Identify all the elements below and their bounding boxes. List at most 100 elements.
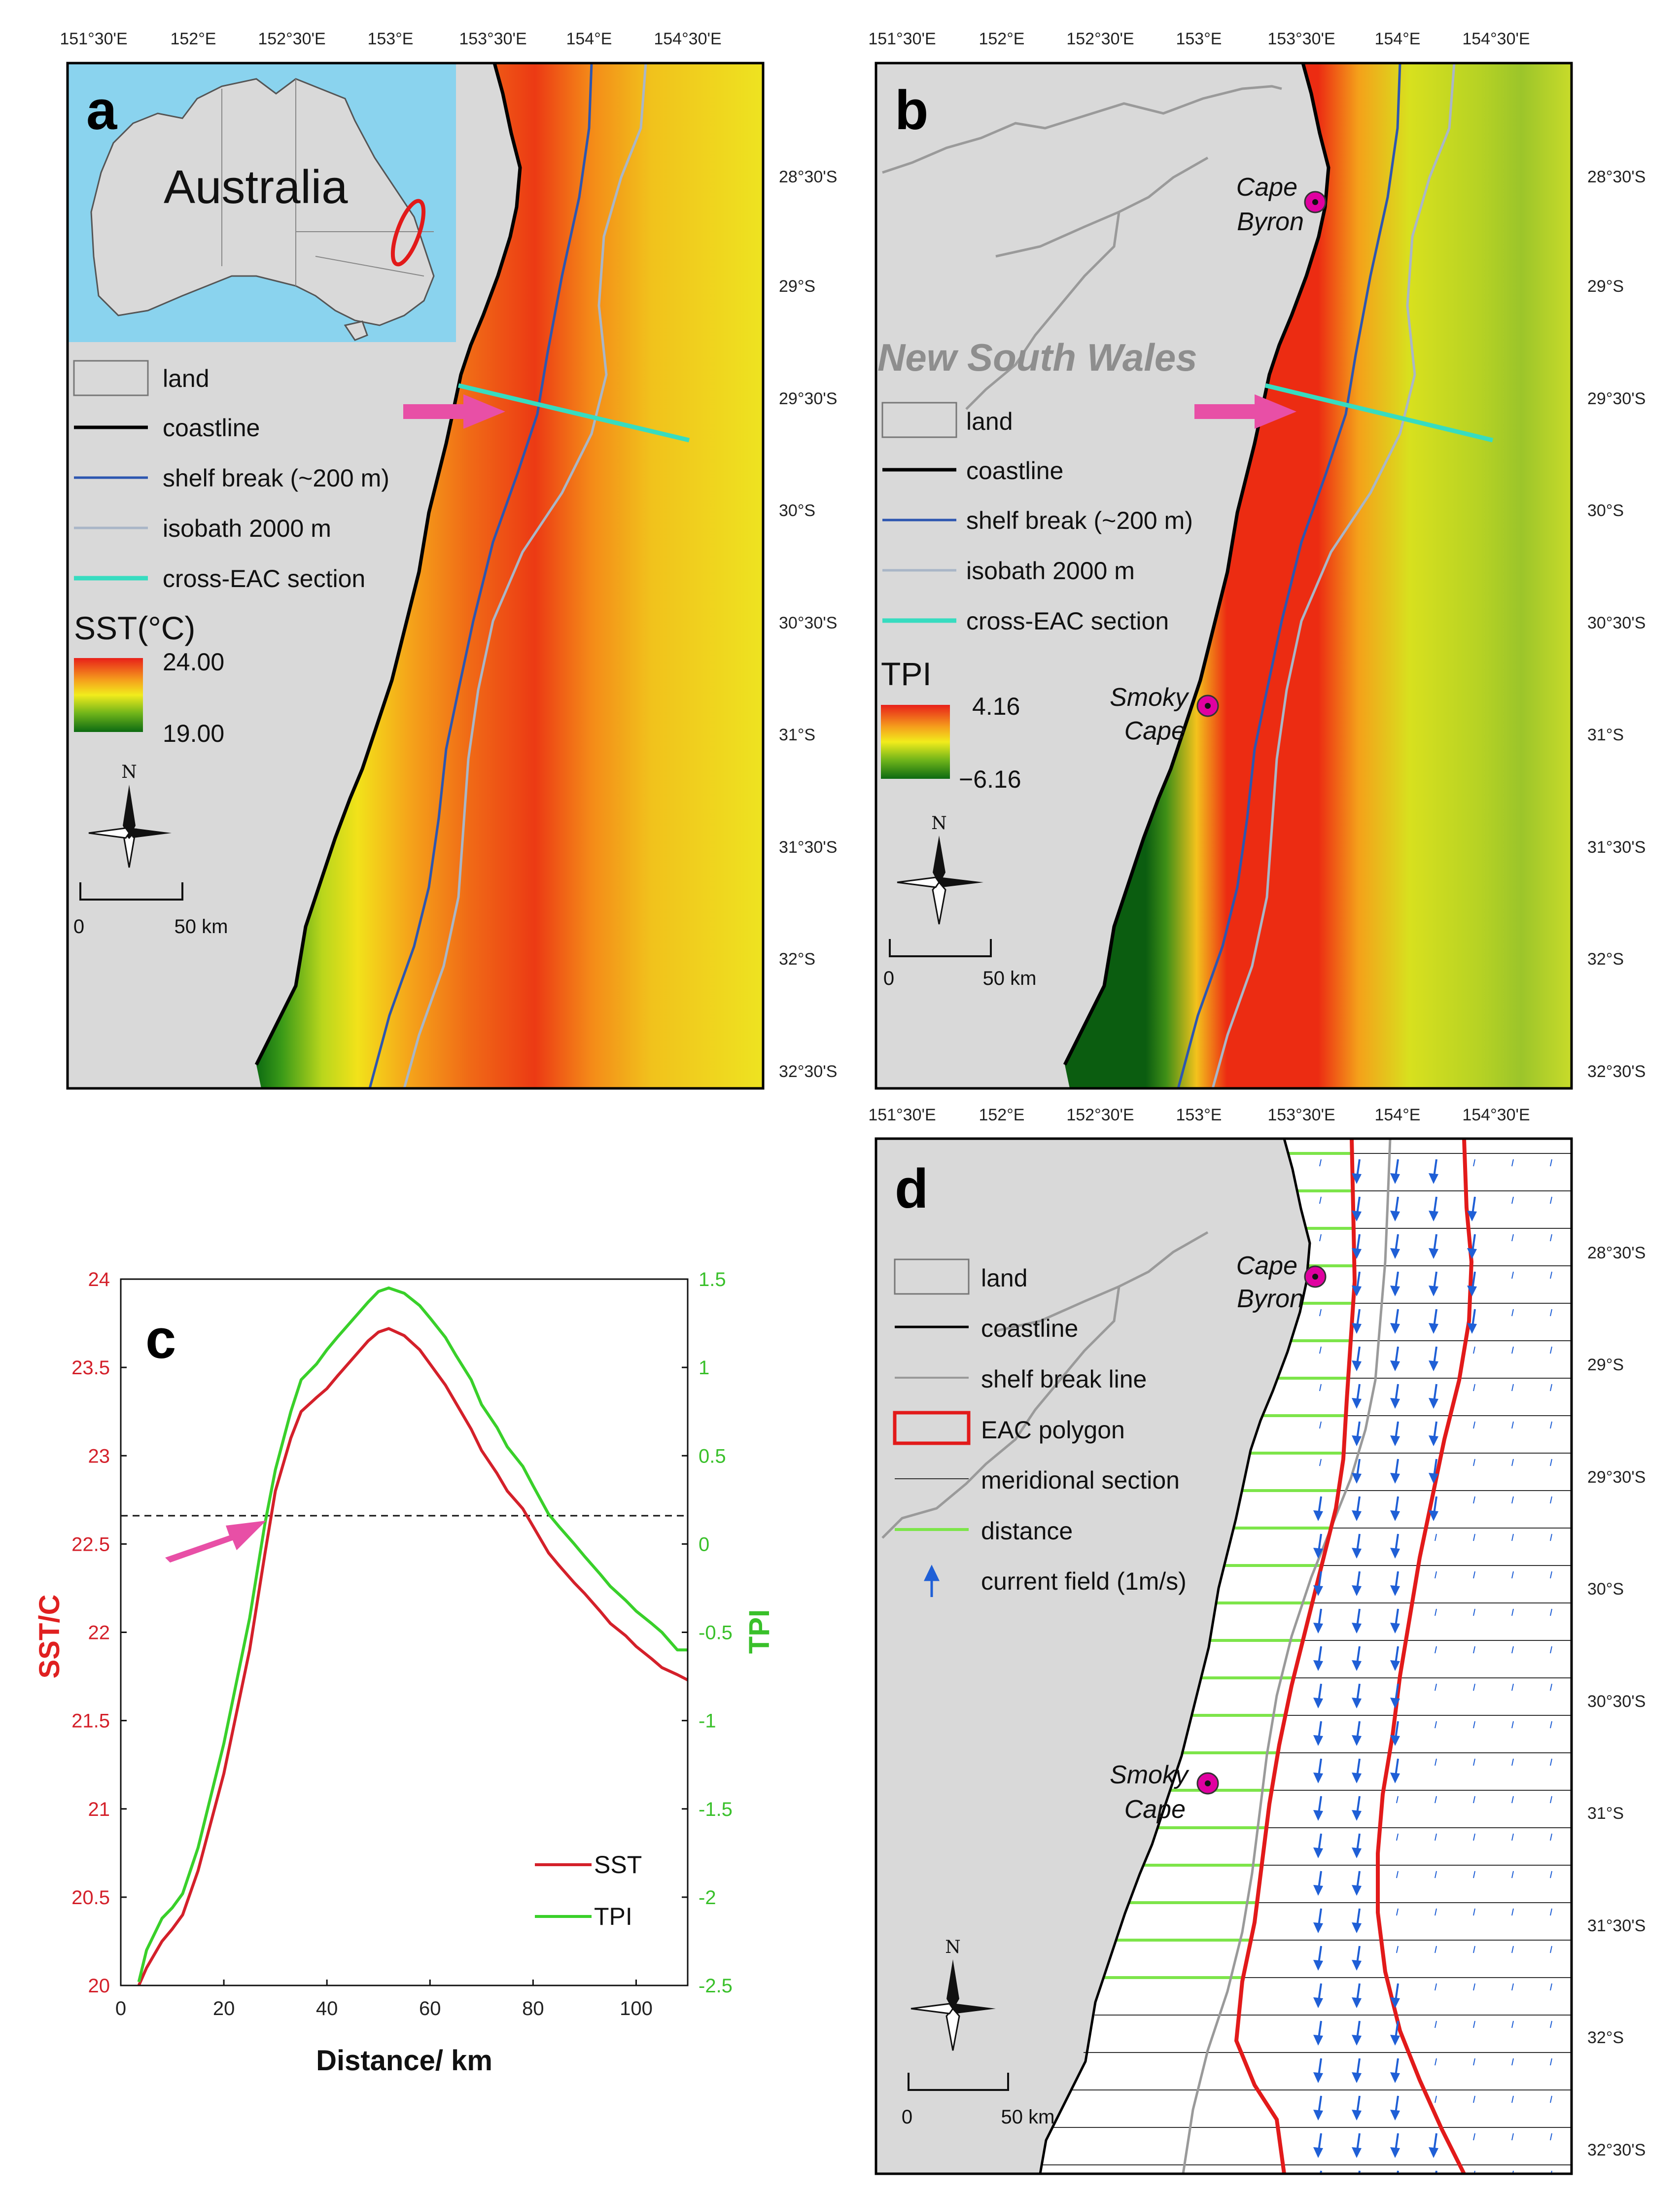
current-vector-head <box>1390 1548 1400 1559</box>
current-vector <box>1473 1496 1475 1504</box>
current-vector <box>1435 1871 1437 1879</box>
lat-tick: 31°30'S <box>1587 838 1645 857</box>
legend-section-label: cross-EAC section <box>966 607 1169 635</box>
current-vector-head <box>1352 1623 1362 1634</box>
current-vector <box>1511 1571 1514 1579</box>
north-needle-n <box>123 785 136 838</box>
lon-tick: 153°E <box>367 30 413 48</box>
current-vector-head <box>1313 2185 1323 2192</box>
distance-lines <box>1104 1152 1355 1979</box>
current-vector <box>1550 2058 1552 2066</box>
study-area-marker <box>390 199 426 267</box>
current-vector-head <box>1429 1510 1438 1521</box>
lat-tick: 32°S <box>1587 950 1624 969</box>
y2-tick-label: -2.5 <box>699 1975 733 1997</box>
north-needle-e <box>953 2004 996 2014</box>
current-vector-head <box>1390 1248 1400 1259</box>
north-label: N <box>931 813 947 834</box>
current-vector <box>1396 1796 1399 1804</box>
current-vector-head <box>1467 1211 1477 1221</box>
panel-d-legend: land coastline shelf break line EAC poly… <box>893 1258 1187 2128</box>
panel-d-lon-ticks: 151°30'E 152°E 152°30'E 153°E 153°30'E 1… <box>868 1106 1530 1124</box>
y-tick-label: 22.5 <box>71 1533 110 1555</box>
cape-byron-marker: Cape Byron <box>1236 1252 1327 1313</box>
lat-tick: 30°30'S <box>1587 614 1645 632</box>
current-vector <box>1319 1384 1322 1392</box>
current-vector-head <box>1390 1435 1400 1446</box>
current-vector <box>1435 1833 1437 1841</box>
current-vector <box>1511 1683 1514 1691</box>
scale-bar <box>908 2073 1009 2091</box>
current-vector-head <box>1352 1510 1362 1521</box>
current-vector-head <box>1390 1211 1400 1221</box>
lon-tick: 154°E <box>1374 1106 1420 1124</box>
panel-b-label: b <box>895 79 928 141</box>
sst-colorbar-max: 24.00 <box>163 648 224 676</box>
current-vector-head <box>1352 1847 1362 1858</box>
chart-frame <box>120 1278 689 1986</box>
current-vector <box>1473 1459 1475 1466</box>
current-vector-head <box>1313 2110 1323 2121</box>
panel-a-lon-ticks: 151°30'E 152°E 152°30'E 153°E 153°30'E 1… <box>60 30 721 48</box>
lon-tick: 153°E <box>1176 1106 1222 1124</box>
current-vector-head <box>1352 1360 1362 1371</box>
state-border <box>882 85 1282 410</box>
panel-a-lat-ticks: 28°30'S 29°S 29°30'S 30°S 30°30'S 31°S 3… <box>779 168 837 1081</box>
current-vector <box>1435 1758 1437 1766</box>
y2-tick-label: -1.5 <box>699 1799 733 1820</box>
x-tick-label: 20 <box>213 1998 235 2019</box>
lon-tick: 152°30'E <box>1066 1106 1134 1124</box>
current-vector-head <box>1313 1735 1323 1746</box>
scale-zero: 0 <box>883 968 894 989</box>
legend-land-label: land <box>163 365 210 392</box>
current-vector-head <box>1313 1510 1323 1521</box>
current-vector-head <box>1313 1773 1323 1783</box>
current-vector-head <box>1313 1585 1323 1596</box>
current-vector <box>1319 1459 1322 1466</box>
current-vector-head <box>1352 1286 1362 1296</box>
current-vector-head <box>1352 2185 1362 2192</box>
cape-byron-label-2: Byron <box>1237 208 1304 236</box>
eac-polygon-west <box>1234 1139 1357 2174</box>
scale-zero: 0 <box>73 916 84 938</box>
current-vector <box>1473 1683 1475 1691</box>
lat-tick: 31°S <box>1587 1804 1624 1823</box>
state-borders <box>221 79 434 286</box>
current-vector <box>1435 2020 1437 2028</box>
current-vector-head <box>1352 1585 1362 1596</box>
current-vector <box>1511 1159 1514 1167</box>
lat-tick: 31°S <box>1587 726 1624 744</box>
current-vector <box>1550 1908 1552 1916</box>
current-vector-head <box>1390 1585 1400 1596</box>
lon-tick: 153°30'E <box>1267 30 1335 48</box>
isobath-2000-line <box>403 63 647 1088</box>
current-vector <box>1511 1946 1514 1953</box>
current-vector-head <box>1313 2072 1323 2083</box>
lat-tick: 29°S <box>779 277 815 296</box>
scale-end: 50 km <box>983 968 1037 989</box>
north-needle-s <box>121 828 137 868</box>
current-vector <box>1319 1234 1322 1242</box>
panel-a: Australia a land coastline shelf break (… <box>60 30 837 1090</box>
current-vector <box>1550 1421 1552 1429</box>
current-vector-head <box>1313 1922 1323 1933</box>
legend-isobath-label: isobath 2000 m <box>966 557 1135 585</box>
current-vector <box>1550 1271 1552 1279</box>
north-label: N <box>945 1937 961 1957</box>
cape-byron-marker: Cape Byron <box>1236 173 1327 236</box>
current-vector <box>1319 1421 1322 1429</box>
cross-eac-section <box>1264 383 1494 443</box>
y-tick-label: 23 <box>88 1445 110 1467</box>
current-vector <box>1550 1384 1552 1392</box>
panel-d-lat-ticks: 28°30'S 29°S 29°30'S 30°S 30°30'S 31°S 3… <box>1587 1244 1645 2159</box>
legend-land-swatch <box>73 360 149 396</box>
tpi-colorbar-min: −6.16 <box>959 765 1021 793</box>
y-tick-label: 22 <box>88 1622 110 1644</box>
current-vector-head <box>1313 1623 1323 1634</box>
current-vector-head <box>1352 1773 1362 1783</box>
current-vector <box>1511 1983 1514 1991</box>
current-vector-head <box>1390 1623 1400 1634</box>
coastline <box>1039 1139 1311 2174</box>
lon-tick: 154°30'E <box>1462 1106 1530 1124</box>
current-vector <box>1550 2133 1552 2141</box>
